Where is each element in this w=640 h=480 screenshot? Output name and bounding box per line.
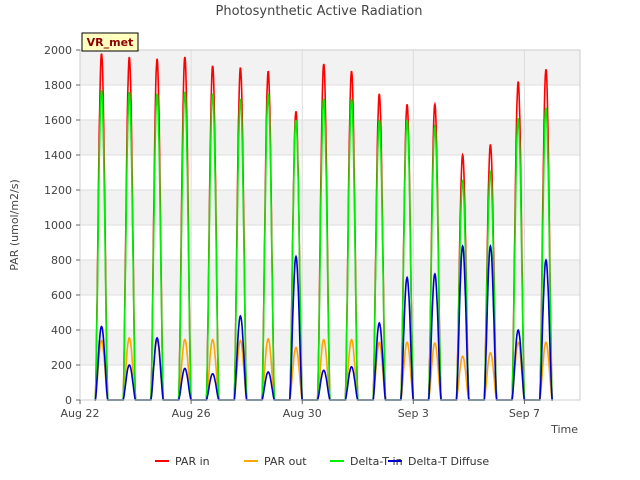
- x-axis-ticks: Aug 22 Aug 26 Aug 30 Sep 3 Sep 7: [61, 400, 540, 420]
- grid-bands: [80, 50, 580, 365]
- y-tick-label: 200: [51, 359, 72, 372]
- grid-band: [80, 330, 580, 365]
- y-tick-label: 1200: [44, 184, 72, 197]
- y-tick-label: 1000: [44, 219, 72, 232]
- site-label: VR_met: [87, 36, 134, 49]
- x-tick-label: Sep 7: [509, 407, 540, 420]
- legend-item: PAR out: [244, 455, 307, 468]
- chart-title: Photosynthetic Active Radiation: [216, 4, 423, 19]
- x-tick-label: Aug 22: [61, 407, 100, 420]
- y-tick-label: 1400: [44, 149, 72, 162]
- site-label-box: VR_met: [81, 32, 139, 52]
- legend-label: Delta-T in: [350, 455, 403, 468]
- series-line-delta-t-diffuse: [94, 243, 553, 401]
- legend-item: Delta-T Diffuse: [388, 455, 489, 468]
- x-tick-label: Aug 26: [172, 407, 211, 420]
- y-axis-label: PAR (umol/m2/s): [8, 179, 21, 271]
- x-axis-label: Time: [550, 423, 578, 436]
- y-axis-ticks: 0 200 400 600 800 1000 1200 1400 1600 1800 2000: [44, 44, 80, 407]
- legend: PAR in PAR out Delta-T in Delta-T Diffuse: [155, 455, 489, 468]
- y-tick-label: 400: [51, 324, 72, 337]
- y-tick-label: 1800: [44, 79, 72, 92]
- grid-band: [80, 120, 580, 155]
- legend-label: PAR out: [264, 455, 307, 468]
- grid-band: [80, 190, 580, 225]
- series-lines: [94, 53, 553, 401]
- x-tick-label: Aug 30: [283, 407, 322, 420]
- legend-label: PAR in: [175, 455, 210, 468]
- legend-item: Delta-T in: [330, 455, 403, 468]
- x-tick-label: Sep 3: [398, 407, 429, 420]
- legend-label: Delta-T Diffuse: [408, 455, 489, 468]
- grid-band: [80, 260, 580, 295]
- grid-band: [80, 50, 580, 85]
- y-tick-label: 2000: [44, 44, 72, 57]
- legend-item: PAR in: [155, 455, 210, 468]
- y-tick-label: 800: [51, 254, 72, 267]
- y-tick-label: 0: [65, 394, 72, 407]
- y-tick-label: 1600: [44, 114, 72, 127]
- y-tick-label: 600: [51, 289, 72, 302]
